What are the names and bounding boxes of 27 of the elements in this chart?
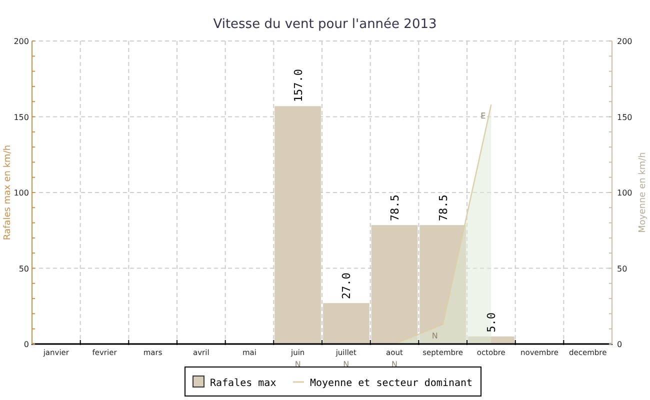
- legend-label: Moyenne et secteur dominant: [310, 378, 473, 389]
- data-label: 5.0: [485, 312, 498, 332]
- y-tick-label: 100: [14, 188, 29, 198]
- y-tick-label: 0: [24, 340, 29, 349]
- bar: [468, 336, 514, 344]
- bar: [371, 225, 418, 344]
- y-tick-label: 50: [18, 264, 29, 274]
- y2-tick-label: 150: [617, 112, 632, 122]
- y2-tick-label: 100: [617, 188, 632, 198]
- data-label: 78.5: [436, 194, 450, 222]
- y2-axis-title: Moyenne en km/h: [638, 152, 648, 233]
- chart-title: Vitesse du vent pour l'année 2013: [213, 17, 437, 32]
- bar: [274, 106, 322, 344]
- y2-tick-label: 200: [617, 37, 632, 46]
- y2-tick-label: 0: [617, 340, 622, 349]
- y2-tick-label: 50: [617, 264, 628, 274]
- data-label: E: [480, 112, 486, 121]
- data-label: 157.0: [292, 69, 305, 102]
- y-axis-title: Rafales max en km/h: [3, 144, 13, 240]
- y-tick-label: 200: [14, 37, 29, 46]
- data-label: 27.0: [340, 272, 354, 300]
- legend-label: Rafales max: [210, 378, 276, 389]
- data-label: 78.5: [388, 194, 402, 222]
- y-tick-label: 150: [14, 112, 29, 122]
- data-label: N: [432, 331, 438, 340]
- bar: [420, 225, 466, 344]
- bar: [322, 303, 370, 344]
